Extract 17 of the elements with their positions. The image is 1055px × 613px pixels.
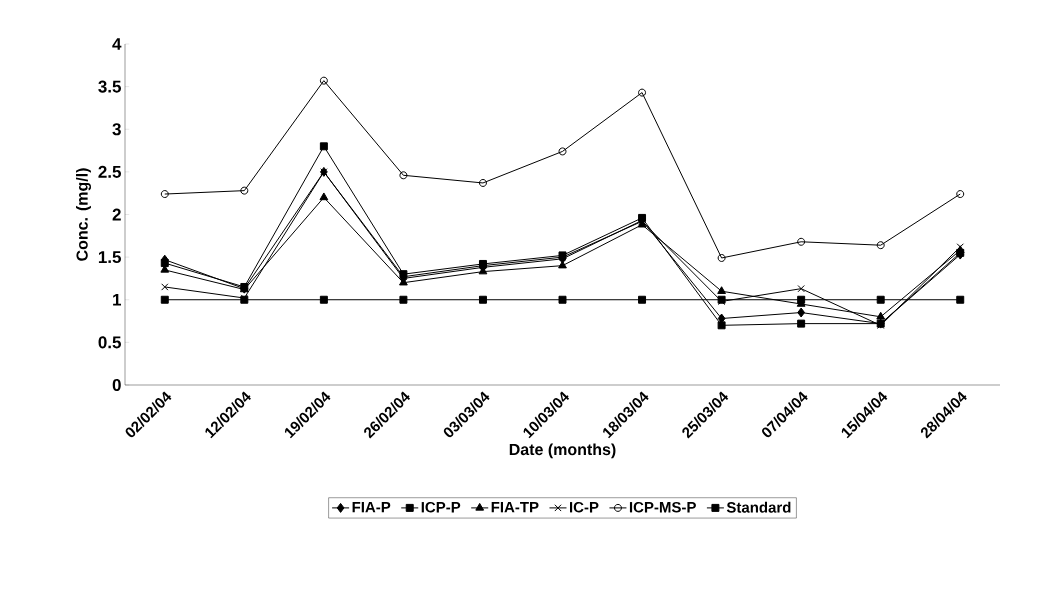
legend-label: Standard <box>726 501 791 513</box>
y-axis-title: Conc. (mg/l) <box>76 168 92 261</box>
legend-label: ICP-P <box>421 501 461 513</box>
legend-label: ICP-MS-P <box>629 501 696 513</box>
legend-label: FIA-TP <box>491 502 539 513</box>
y-tick-label: 0.5 <box>98 336 122 349</box>
y-tick-label: 3.5 <box>98 80 122 93</box>
y-tick-label: 2 <box>112 208 121 221</box>
y-tick-label: 0 <box>112 378 121 392</box>
legend-label: IC-P <box>569 501 599 513</box>
x-axis-title: Date (months) <box>509 443 616 459</box>
y-tick-label: 1 <box>113 293 122 306</box>
legend-label: FIA-P <box>352 502 391 513</box>
y-tick-label: 2.5 <box>98 165 122 178</box>
y-tick-label: 3 <box>112 123 121 136</box>
y-tick-label: 4 <box>112 38 122 50</box>
y-tick-label: 1.5 <box>98 251 122 264</box>
